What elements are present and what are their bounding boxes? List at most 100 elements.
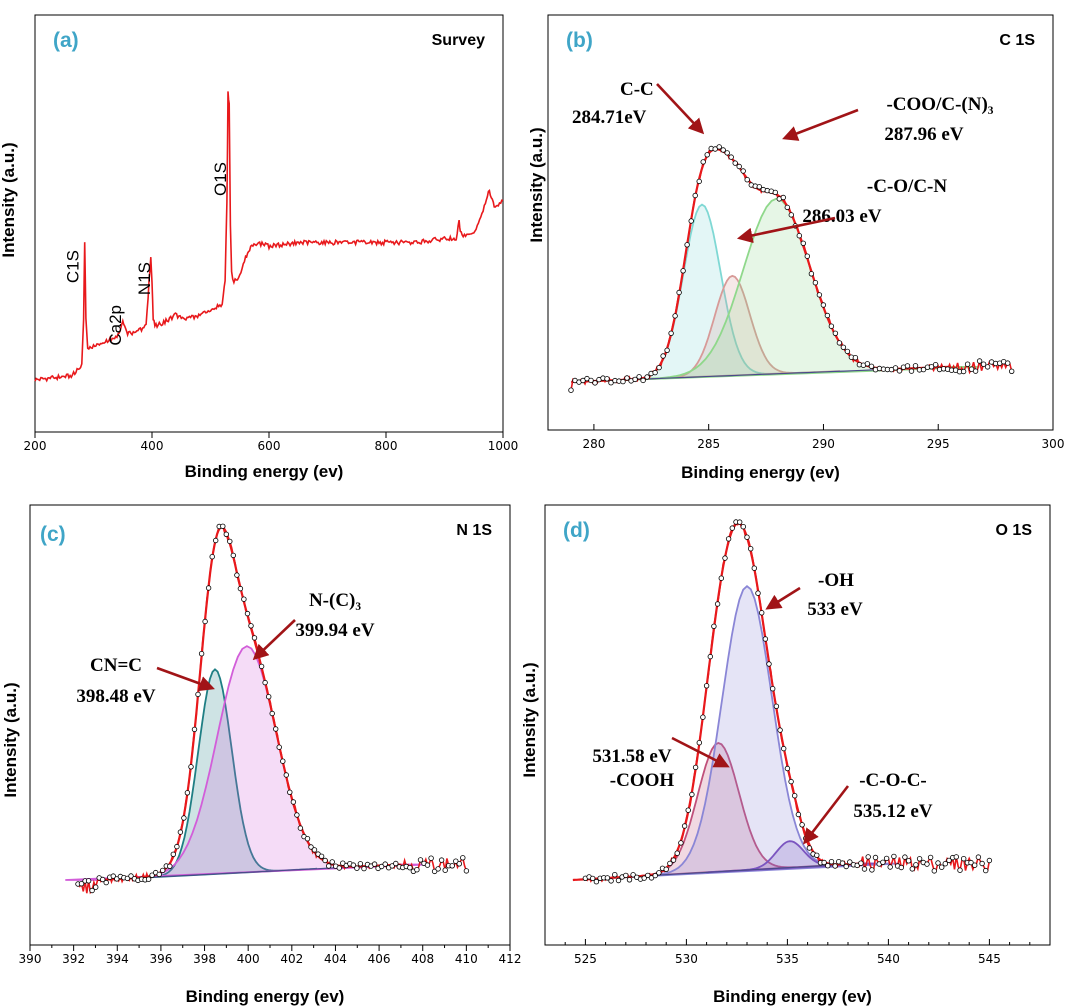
- data-point: [660, 353, 666, 359]
- data-point: [378, 863, 385, 870]
- data-point: [942, 861, 948, 867]
- peak-energy-label: 286.03 eV: [802, 206, 881, 227]
- data-point: [428, 855, 434, 861]
- data-point: [641, 875, 647, 881]
- data-point: [244, 610, 251, 617]
- data-point: [806, 845, 813, 851]
- data-point: [773, 703, 780, 709]
- data-point: [960, 368, 967, 375]
- peak-energy-label: 287.96 eV: [884, 124, 963, 145]
- data-point: [676, 289, 682, 296]
- data-point: [159, 867, 166, 874]
- data-point: [620, 378, 626, 385]
- data-point: [711, 623, 717, 629]
- data-point: [716, 144, 722, 150]
- panel-a-survey: 200 400 600 800 1000 Binding energy (ev) Inten…: [0, 14, 518, 481]
- data-point: [820, 302, 827, 308]
- data-point: [825, 863, 831, 869]
- data-point: [812, 280, 819, 286]
- data-point: [361, 865, 367, 872]
- data-point: [311, 847, 318, 853]
- data-point: [824, 312, 831, 319]
- data-point: [712, 146, 718, 152]
- data-point: [590, 875, 596, 882]
- data-point: [128, 873, 134, 879]
- data-point: [688, 218, 694, 224]
- data-point: [961, 856, 967, 862]
- x-tick-label: 392: [62, 952, 85, 966]
- data-point: [304, 836, 311, 842]
- data-point: [972, 368, 979, 374]
- data-point: [664, 347, 670, 353]
- data-point: [722, 555, 728, 561]
- data-point: [799, 822, 805, 828]
- data-point: [740, 168, 746, 174]
- x-tick-label: 398: [193, 952, 216, 966]
- data-point: [972, 862, 978, 868]
- data-point: [674, 850, 680, 856]
- data-point: [684, 242, 690, 248]
- peak-name-label: -C-O-C-: [859, 770, 927, 791]
- data-point: [389, 863, 395, 869]
- peak-name-label: -C-O/C-N: [867, 176, 947, 197]
- data-point: [957, 867, 963, 873]
- data-point: [656, 364, 662, 371]
- panel-label: (a): [53, 29, 79, 52]
- data-point: [184, 790, 191, 796]
- data-point: [770, 686, 776, 692]
- x-tick-label: 540: [877, 952, 900, 966]
- fit-peak-2: [573, 197, 980, 383]
- data-point: [110, 873, 116, 879]
- data-point: [913, 862, 919, 868]
- peak-name-label: -COO/C-(N)₃: [886, 94, 993, 115]
- y-axis-title: Intensity (a.u.): [520, 662, 539, 777]
- data-point: [593, 879, 600, 885]
- data-point: [865, 854, 871, 860]
- data-point: [248, 623, 254, 629]
- data-point: [604, 875, 611, 881]
- data-point: [692, 764, 699, 771]
- data-point: [828, 323, 835, 329]
- data-point: [640, 377, 646, 384]
- x-tick-label: 525: [574, 952, 597, 966]
- data-point: [453, 858, 459, 864]
- x-tick-label: 394: [106, 952, 129, 966]
- data-point: [604, 376, 610, 382]
- data-point: [89, 887, 95, 894]
- data-point: [777, 727, 783, 733]
- data-point: [740, 524, 746, 530]
- data-point: [689, 791, 695, 798]
- x-tick-label: 400: [237, 952, 260, 966]
- data-point: [864, 361, 871, 367]
- x-tick-label: 535: [776, 952, 799, 966]
- data-point: [1005, 360, 1011, 366]
- data-point: [181, 815, 187, 821]
- data-point: [357, 861, 364, 867]
- data-point: [821, 859, 827, 866]
- data-point: [980, 361, 987, 367]
- data-point: [904, 363, 911, 369]
- data-point: [92, 884, 99, 890]
- data-point: [266, 694, 272, 700]
- data-point: [748, 546, 754, 552]
- data-point: [983, 867, 989, 874]
- data-point: [223, 531, 229, 537]
- x-tick-label: 290: [812, 437, 835, 451]
- data-point: [227, 538, 233, 545]
- data-point: [832, 330, 839, 336]
- data-point: [463, 868, 470, 874]
- data-point: [195, 691, 201, 698]
- data-point: [939, 864, 945, 870]
- peak-label-o1s: O1S: [211, 162, 230, 196]
- data-point: [424, 862, 431, 868]
- data-point: [979, 860, 985, 867]
- data-point: [237, 585, 244, 592]
- data-point: [212, 537, 219, 544]
- data-point: [241, 596, 247, 602]
- x-tick-label: 285: [697, 437, 720, 451]
- data-point: [678, 840, 684, 846]
- peak-name-label: CN=C: [90, 655, 142, 676]
- data-point: [756, 184, 762, 190]
- data-point: [667, 860, 673, 867]
- data-point: [744, 534, 750, 540]
